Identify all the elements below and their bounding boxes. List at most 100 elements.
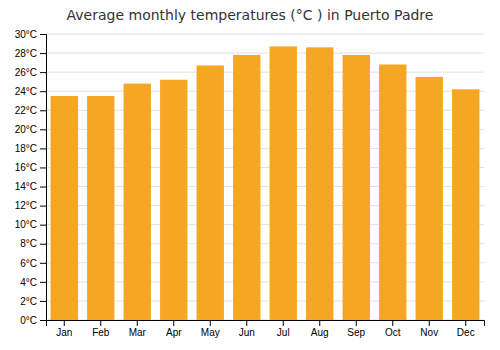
x-tick: Dec [457,320,475,338]
x-tick-mark [319,320,320,326]
y-tick-label: 4°C [20,277,37,288]
x-tick-label: Sep [347,327,365,338]
x-tick: Jan [56,320,72,338]
x-tick-mark [429,320,430,326]
bar [51,96,78,320]
y-tick: 12°C [15,200,46,211]
x-tick-label: Jan [56,327,72,338]
x-tick-label: May [201,327,220,338]
x-tick-mark [64,320,65,326]
y-tick-mark [40,263,46,264]
y-tick-mark [40,301,46,302]
x-tick-label: Feb [92,327,110,338]
y-tick-label: 24°C [15,86,37,97]
x-axis: JanFebMarAprMayJunJulAugSepOctNovDec [47,320,485,338]
y-tick-mark [40,110,46,111]
x-tick-label: Apr [166,327,182,338]
y-tick-label: 18°C [15,143,37,154]
y-tick: 22°C [15,105,46,116]
x-tick-label: Jun [239,327,255,338]
y-tick-label: 30°C [15,29,37,40]
bar [452,89,479,320]
x-tick-label: Mar [129,327,147,338]
x-tick: Nov [420,320,438,338]
x-tick-label: Jul [277,327,290,338]
x-tick-label: Aug [311,327,329,338]
y-tick-mark [40,167,46,168]
x-tick-mark [283,320,284,326]
x-tick: Jun [239,320,255,338]
y-tick: 24°C [15,86,46,97]
bars [51,46,480,320]
y-tick-label: 28°C [15,48,37,59]
y-tick-mark [40,282,46,283]
y-tick-mark [40,91,46,92]
y-tick-label: 16°C [15,162,37,173]
x-tick-mark [465,320,466,326]
y-tick: 8°C [20,238,46,249]
x-tick: Jul [277,320,290,338]
y-tick: 0°C [20,315,46,326]
y-tick: 28°C [15,48,46,59]
x-tick: Feb [92,320,110,338]
x-tick-label: Nov [420,327,438,338]
y-tick-label: 12°C [15,200,37,211]
y-tick-mark [40,129,46,130]
x-tick-mark [356,320,357,326]
x-tick: Aug [311,320,329,338]
grid [46,34,484,320]
x-tick-mark [173,320,174,326]
y-tick: 18°C [15,143,46,154]
y-tick: 26°C [15,67,46,78]
grid-line [46,72,484,73]
y-tick-mark [40,206,46,207]
y-tick-label: 22°C [15,105,37,116]
x-tick-mark [246,320,247,326]
y-tick: 10°C [15,219,46,230]
bar [160,80,187,320]
y-tick: 20°C [15,124,46,135]
y-tick-mark [40,225,46,226]
y-axis: 0°C 2°C 4°C 6°C 8°C 10°C 12°C 14°C 16°C 18°C 20°C 2… [15,29,47,326]
x-tick-mark [100,320,101,326]
bar [270,46,297,320]
y-tick: 14°C [15,181,46,192]
bar [197,65,224,320]
x-tick: Mar [129,320,147,338]
y-tick-label: 26°C [15,67,37,78]
y-tick: 2°C [20,296,46,307]
y-tick: 4°C [20,277,46,288]
y-tick-label: 10°C [15,219,37,230]
y-tick-mark [40,148,46,149]
bar [306,47,333,320]
y-tick-label: 14°C [15,181,37,192]
y-tick-mark [40,34,46,35]
bar [124,84,151,320]
x-tick: May [201,320,220,338]
y-tick-label: 2°C [20,296,37,307]
y-tick-mark [40,320,46,321]
x-tick-label: Dec [457,327,475,338]
y-axis-line [40,35,47,321]
x-tick: Sep [347,320,365,338]
y-tick-mark [40,244,46,245]
y-tick-label: 6°C [20,258,37,269]
y-tick-mark [40,72,46,73]
x-tick-mark [210,320,211,326]
y-tick-mark [40,187,46,188]
y-tick: 6°C [20,258,46,269]
bar [343,55,370,320]
x-tick: Apr [166,320,182,338]
bar [416,77,443,320]
chart: Average monthly temperatures (°C ) in Pu… [0,0,500,350]
y-tick-label: 0°C [20,315,37,326]
grid-line [46,34,484,35]
bar [379,65,406,320]
x-axis-line [47,321,485,327]
y-tick: 30°C [15,29,46,40]
bar [233,55,260,320]
y-tick: 16°C [15,162,46,173]
title: Average monthly temperatures (°C ) in Pu… [67,7,434,23]
y-tick-mark [40,53,46,54]
bar [87,96,114,320]
